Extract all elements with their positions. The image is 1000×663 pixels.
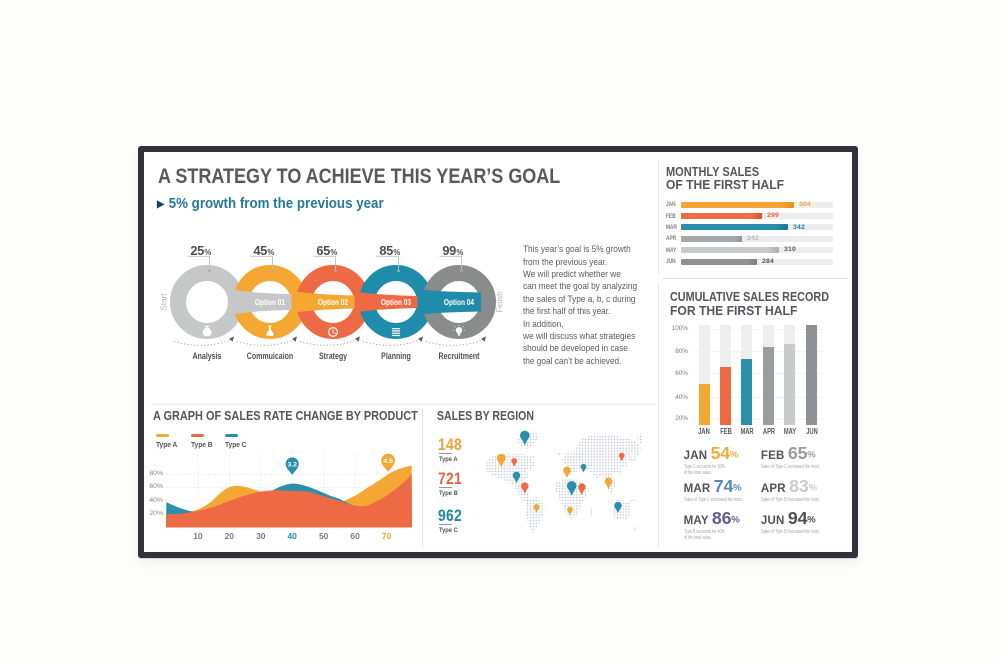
- svg-text:25: 25: [190, 243, 204, 258]
- svg-text:99: 99: [442, 243, 456, 258]
- svg-text:%: %: [393, 248, 400, 257]
- svg-text:45: 45: [253, 243, 267, 258]
- svg-text:85: 85: [379, 243, 393, 258]
- svg-text:4.5: 4.5: [383, 458, 393, 465]
- svg-text:Option 03: Option 03: [381, 297, 411, 307]
- svg-text:3.2: 3.2: [287, 461, 297, 468]
- svg-text:Option 04: Option 04: [444, 297, 474, 307]
- svg-text:Recruitment: Recruitment: [439, 351, 480, 361]
- svg-text:Planning: Planning: [381, 351, 411, 361]
- svg-text:Finish: Finish: [496, 291, 505, 312]
- svg-text:Option 02: Option 02: [318, 297, 348, 307]
- svg-text:Analysis: Analysis: [193, 351, 222, 361]
- svg-text:%: %: [456, 248, 463, 257]
- svg-text:%: %: [330, 248, 337, 257]
- svg-text:Commuicaion: Commuicaion: [247, 351, 294, 361]
- svg-text:Start: Start: [160, 293, 169, 311]
- svg-text:%: %: [204, 248, 211, 257]
- svg-text:65: 65: [316, 243, 330, 258]
- svg-text:Option 01: Option 01: [255, 297, 285, 307]
- svg-text:Strategy: Strategy: [319, 351, 348, 361]
- svg-text:%: %: [267, 248, 274, 257]
